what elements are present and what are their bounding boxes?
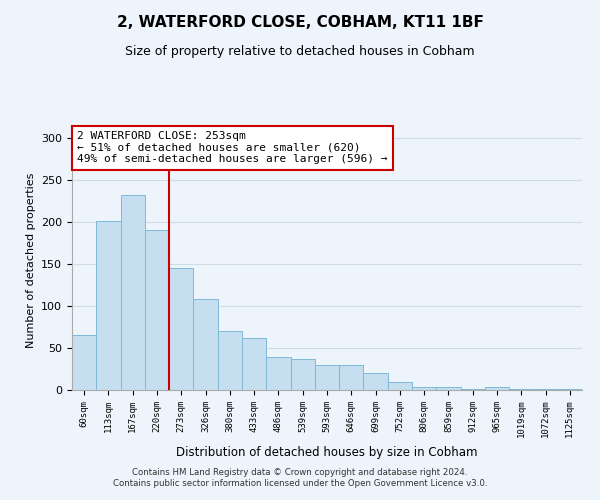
Bar (533, 389, 558, 390)
Text: 2, WATERFORD CLOSE, COBHAM, KT11 1BF: 2, WATERFORD CLOSE, COBHAM, KT11 1BF (116, 15, 484, 30)
Bar (315, 365, 339, 390)
Bar (485, 386, 509, 390)
X-axis label: Distribution of detached houses by size in Cobham: Distribution of detached houses by size … (176, 446, 478, 458)
Bar (242, 338, 266, 390)
Bar (339, 365, 364, 390)
Bar (364, 373, 388, 390)
Bar (558, 389, 582, 390)
Bar (509, 389, 533, 390)
Bar (169, 268, 193, 390)
Bar (96, 222, 121, 390)
Bar (193, 300, 218, 390)
Bar (388, 382, 412, 390)
Bar (461, 389, 485, 390)
Bar (121, 194, 145, 390)
Y-axis label: Number of detached properties: Number of detached properties (26, 172, 35, 348)
Bar (412, 386, 436, 390)
Bar (218, 332, 242, 390)
Text: Size of property relative to detached houses in Cobham: Size of property relative to detached ho… (125, 45, 475, 58)
Text: 2 WATERFORD CLOSE: 253sqm
← 51% of detached houses are smaller (620)
49% of semi: 2 WATERFORD CLOSE: 253sqm ← 51% of detac… (77, 132, 388, 164)
Text: Contains HM Land Registry data © Crown copyright and database right 2024.
Contai: Contains HM Land Registry data © Crown c… (113, 468, 487, 487)
Bar (436, 386, 461, 390)
Bar (290, 359, 315, 390)
Bar (145, 230, 169, 390)
Bar (72, 336, 96, 390)
Bar (266, 358, 290, 390)
